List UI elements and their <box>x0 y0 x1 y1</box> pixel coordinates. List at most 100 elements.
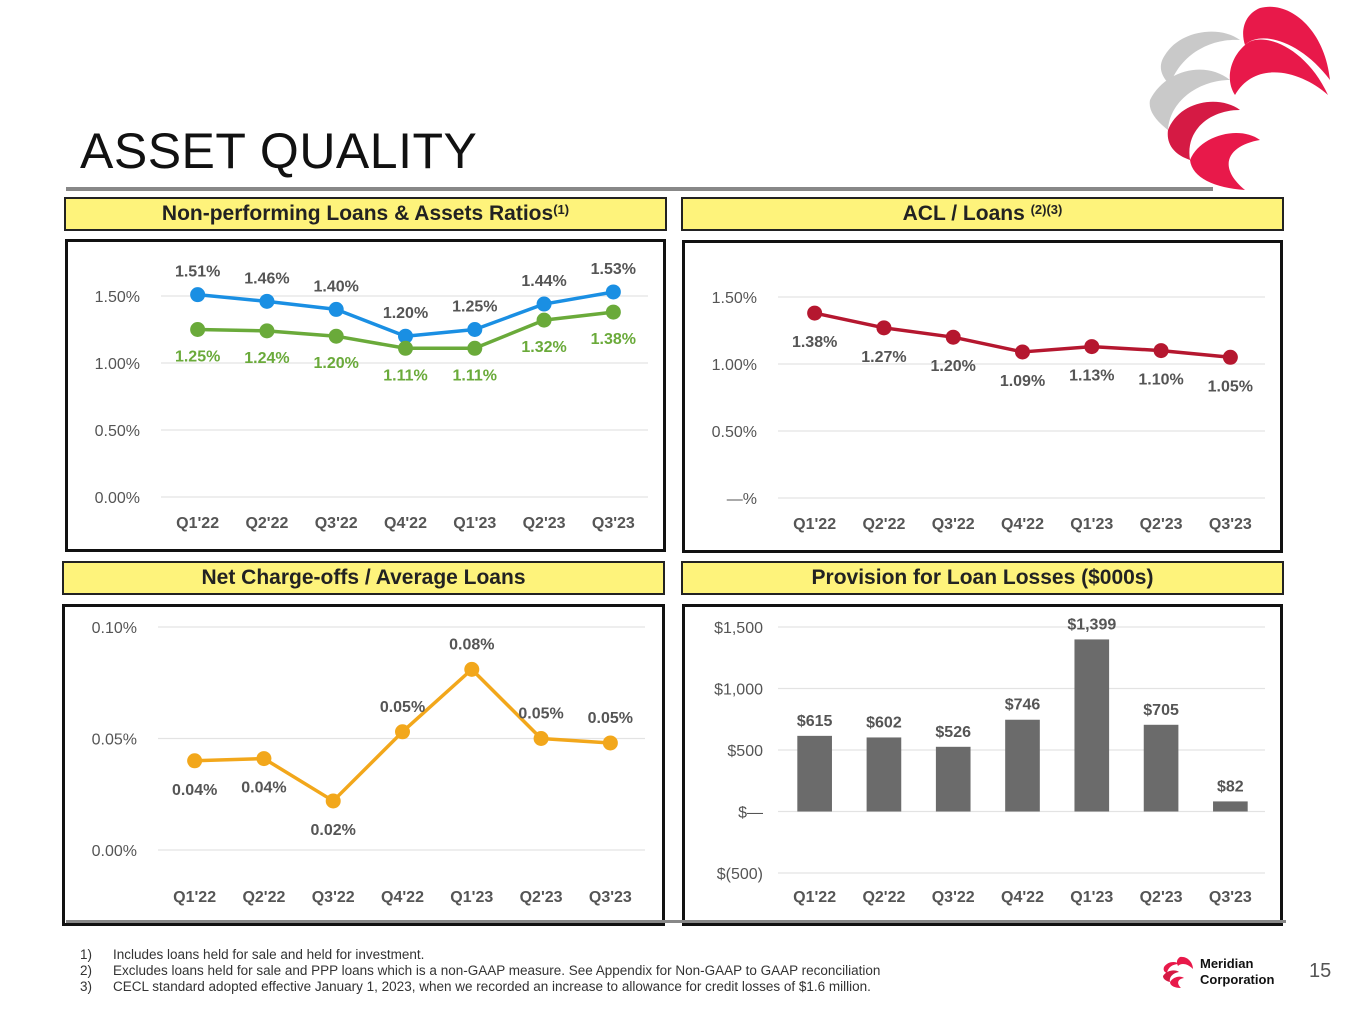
data-label: 0.04% <box>172 782 217 799</box>
x-tick-label: Q1'22 <box>793 516 836 533</box>
y-tick-label: $1,000 <box>714 682 763 699</box>
data-point <box>602 735 618 751</box>
data-label: 1.53% <box>591 261 636 278</box>
x-tick-label: Q4'22 <box>381 889 424 906</box>
x-tick-label: Q2'23 <box>1140 889 1183 906</box>
x-tick-label: Q1'23 <box>1070 516 1113 533</box>
y-tick-label: $(500) <box>717 866 763 883</box>
x-tick-label: Q2'22 <box>862 516 905 533</box>
data-point <box>467 322 483 337</box>
data-label: 1.05% <box>1208 378 1253 395</box>
npl-title-text: Non-performing Loans & Assets Ratios <box>161 202 554 225</box>
y-tick-label: 1.00% <box>712 357 757 374</box>
data-point <box>807 305 823 321</box>
y-tick-label: $1,500 <box>714 620 763 637</box>
nco-panel-title: Net Charge-offs / Average Loans <box>62 561 665 595</box>
x-tick-label: Q4'22 <box>1001 889 1044 906</box>
x-tick-label: Q2'23 <box>523 515 566 532</box>
data-label: 1.11% <box>453 367 497 384</box>
y-tick-label: 0.50% <box>95 423 140 440</box>
data-label: 0.05% <box>588 710 633 727</box>
y-tick-label: 0.00% <box>95 490 140 507</box>
data-point <box>325 793 341 809</box>
x-tick-label: Q1'22 <box>176 515 219 532</box>
bar <box>1143 724 1179 812</box>
x-tick-label: Q2'22 <box>862 889 905 906</box>
prov-title-text: Provision for Loan Losses ($000s) <box>811 566 1154 589</box>
data-point <box>395 724 410 740</box>
y-tick-label: 1.50% <box>95 289 140 306</box>
data-label: $746 <box>1005 697 1041 714</box>
title-divider <box>66 187 1213 191</box>
data-point <box>256 751 272 767</box>
bar <box>935 746 971 812</box>
data-label: $705 <box>1143 702 1179 719</box>
footnote-2: 2) Excludes loans held for sale and PPP l… <box>80 963 880 979</box>
data-label: 1.25% <box>452 299 497 316</box>
y-tick-label: $500 <box>727 743 763 760</box>
data-label: 0.08% <box>449 636 494 653</box>
nco-title-text: Net Charge-offs / Average Loans <box>201 566 526 589</box>
data-label: 1.13% <box>1069 368 1114 385</box>
npl-panel-title: Non-performing Loans & Assets Ratios(1) <box>64 197 667 231</box>
data-label: 1.46% <box>244 270 289 287</box>
meridian-mark-icon <box>1163 956 1193 988</box>
x-tick-label: Q4'22 <box>1001 516 1044 533</box>
data-label: 1.44% <box>521 273 566 290</box>
data-point <box>467 340 483 356</box>
data-point <box>536 296 552 312</box>
y-tick-label: 1.50% <box>712 290 757 307</box>
data-label: $602 <box>866 714 902 731</box>
bar <box>1074 639 1110 812</box>
data-point <box>259 323 275 339</box>
data-label: $82 <box>1217 778 1244 795</box>
data-point <box>328 328 344 344</box>
data-label: $1,399 <box>1067 616 1116 633</box>
x-tick-label: Q1'23 <box>450 889 493 906</box>
x-tick-label: Q1'23 <box>1070 889 1113 906</box>
data-point <box>605 284 621 300</box>
data-label: 1.32% <box>521 339 566 356</box>
npl-footnote-ref: (1) <box>553 202 570 217</box>
x-tick-label: Q3'22 <box>932 516 975 533</box>
data-label: 0.02% <box>311 822 356 839</box>
data-point <box>190 322 206 337</box>
y-tick-label: $— <box>738 805 763 822</box>
x-tick-label: Q2'22 <box>242 889 285 906</box>
footnote-1: 1) Includes loans held for sale and held … <box>80 947 880 963</box>
bar <box>1005 719 1040 812</box>
data-label: 0.05% <box>518 706 563 723</box>
data-point <box>945 329 961 345</box>
npl-chart: 0.00% 0.50% 1.00% 1.50% Q1'22 Q2'22 Q3'22 Q4'22… <box>65 239 666 552</box>
x-tick-label: Q3'23 <box>1209 516 1252 533</box>
data-point <box>876 320 892 336</box>
data-label: 1.10% <box>1138 372 1183 389</box>
data-label: 1.20% <box>314 355 359 372</box>
y-tick-label: 1.00% <box>95 356 140 373</box>
bottom-divider <box>66 920 1286 923</box>
page-number: 15 <box>1309 960 1332 982</box>
x-tick-label: Q1'22 <box>173 889 216 906</box>
data-label: 1.24% <box>244 350 289 367</box>
data-point <box>1015 344 1030 360</box>
footnote-num: 2) <box>80 963 93 978</box>
page-title: ASSET QUALITY <box>80 123 478 179</box>
x-tick-label: Q3'23 <box>592 515 635 532</box>
data-label: 1.25% <box>175 349 220 366</box>
prov-chart: $(500) $— $500 $1,000 $1,500 Q1'22 Q2'22 Q3'22 Q… <box>682 604 1283 926</box>
data-label: 1.51% <box>175 264 220 281</box>
bar <box>797 735 832 812</box>
x-tick-label: Q2'23 <box>1140 516 1183 533</box>
x-tick-label: Q1'22 <box>793 889 836 906</box>
data-label: 1.27% <box>861 349 906 366</box>
prov-chart-svg: $(500) $— $500 $1,000 $1,500 Q1'22 Q2'22 Q3'22 Q… <box>714 616 1265 906</box>
y-tick-label: —% <box>727 491 757 508</box>
footnotes: 1) Includes loans held for sale and held … <box>80 947 880 995</box>
nco-chart-svg: 0.00% 0.05% 0.10% Q1'22 Q2'22 Q3'22 Q4'22 Q1'23… <box>92 620 645 906</box>
footnote-text: Includes loans held for sale and held fo… <box>113 947 425 962</box>
y-tick-label: 0.50% <box>712 424 757 441</box>
data-point <box>328 301 344 317</box>
acl-title-text: ACL / Loans <box>902 202 1031 225</box>
data-point <box>187 753 203 769</box>
footnote-3: 3) CECL standard adopted effective Januar… <box>80 979 880 995</box>
